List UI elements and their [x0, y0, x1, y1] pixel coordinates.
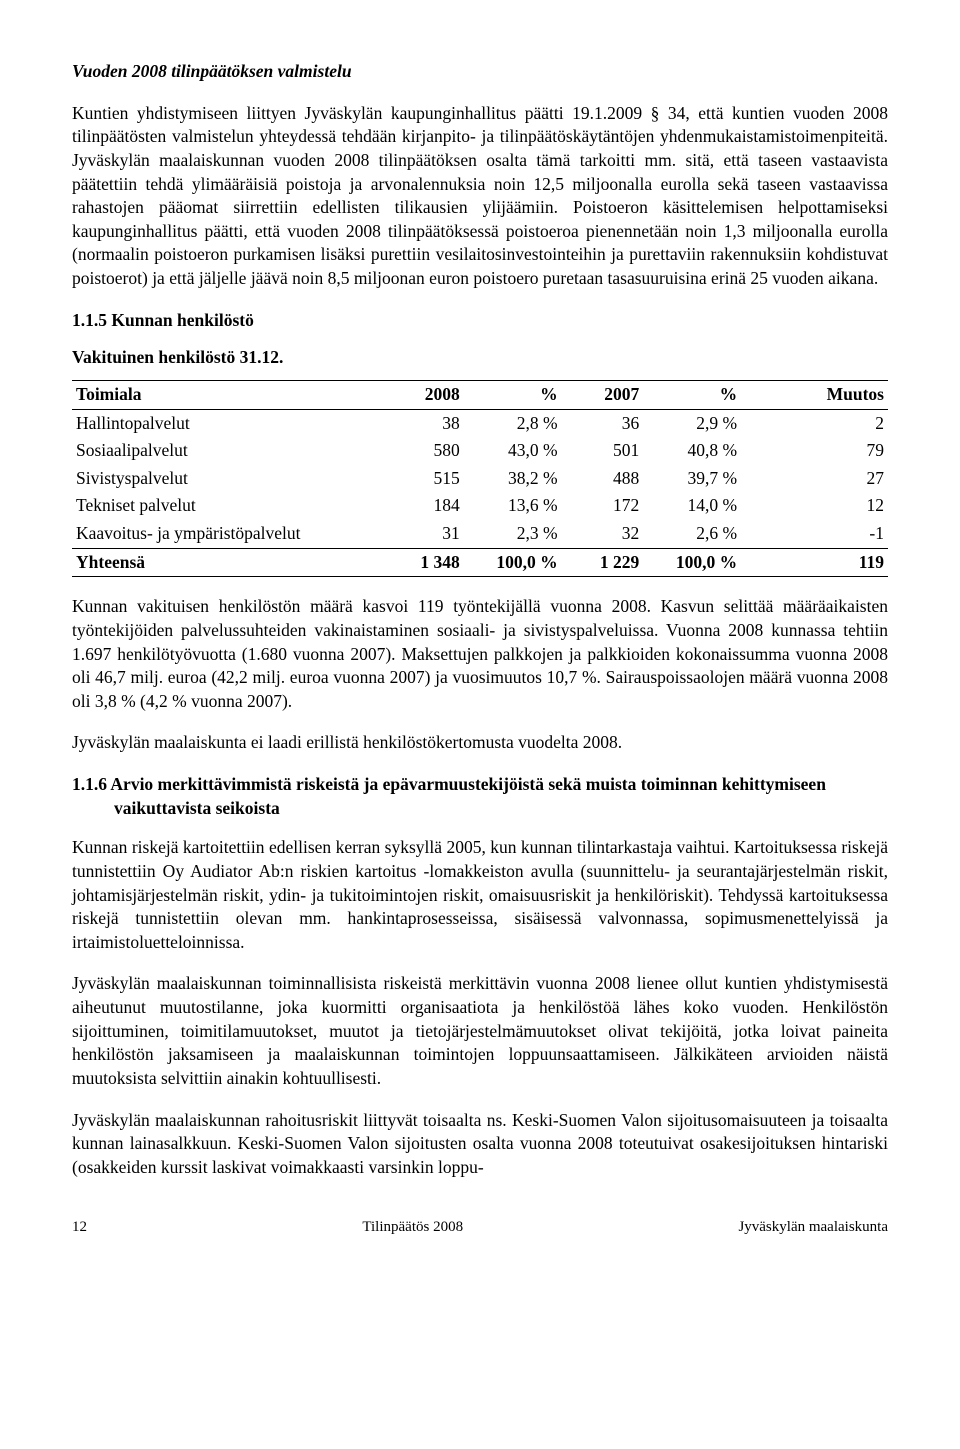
- cell-label: Tekniset palvelut: [72, 492, 382, 520]
- cell: 27: [741, 465, 888, 493]
- cell-label: Sivistyspalvelut: [72, 465, 382, 493]
- cell: 488: [562, 465, 644, 493]
- paragraph: Kunnan vakituisen henkilöstön määrä kasv…: [72, 595, 888, 713]
- cell: 515: [382, 465, 464, 493]
- heading-115: 1.1.5 Kunnan henkilöstö: [72, 309, 888, 333]
- cell: 2,8 %: [464, 409, 562, 437]
- cell: 13,6 %: [464, 492, 562, 520]
- th-pct-2008: %: [464, 380, 562, 409]
- table-total-row: Yhteensä 1 348 100,0 % 1 229 100,0 % 119: [72, 548, 888, 577]
- cell: 501: [562, 437, 644, 465]
- heading-116: 1.1.6 Arvio merkittävimmistä riskeistä j…: [72, 773, 888, 820]
- cell: 43,0 %: [464, 437, 562, 465]
- paragraph: Kuntien yhdistymiseen liittyen Jyväskylä…: [72, 102, 888, 291]
- th-pct-2007: %: [643, 380, 741, 409]
- table-row: Kaavoitus- ja ympäristöpalvelut 31 2,3 %…: [72, 520, 888, 548]
- cell: 31: [382, 520, 464, 548]
- section-title: Vuoden 2008 tilinpäätöksen valmistelu: [72, 60, 888, 84]
- cell: 580: [382, 437, 464, 465]
- table-row: Sosiaalipalvelut 580 43,0 % 501 40,8 % 7…: [72, 437, 888, 465]
- th-toimiala: Toimiala: [72, 380, 382, 409]
- th-muutos: Muutos: [741, 380, 888, 409]
- th-2007: 2007: [562, 380, 644, 409]
- table-row: Hallintopalvelut 38 2,8 % 36 2,9 % 2: [72, 409, 888, 437]
- th-2008: 2008: [382, 380, 464, 409]
- paragraph: Jyväskylän maalaiskunta ei laadi erillis…: [72, 731, 888, 755]
- cell: 38: [382, 409, 464, 437]
- cell: 32: [562, 520, 644, 548]
- table-row: Tekniset palvelut 184 13,6 % 172 14,0 % …: [72, 492, 888, 520]
- cell: 184: [382, 492, 464, 520]
- subheading-staff: Vakituinen henkilöstö 31.12.: [72, 346, 888, 370]
- paragraph: Kunnan riskejä kartoitettiin edellisen k…: [72, 836, 888, 954]
- cell: 100,0 %: [643, 548, 741, 577]
- staff-table: Toimiala 2008 % 2007 % Muutos Hallintopa…: [72, 380, 888, 577]
- footer-right: Jyväskylän maalaiskunta: [738, 1217, 888, 1237]
- cell: 2,3 %: [464, 520, 562, 548]
- cell-label: Yhteensä: [72, 548, 382, 577]
- cell: 1 348: [382, 548, 464, 577]
- cell: 79: [741, 437, 888, 465]
- cell-label: Kaavoitus- ja ympäristöpalvelut: [72, 520, 382, 548]
- cell: 38,2 %: [464, 465, 562, 493]
- cell: 119: [741, 548, 888, 577]
- cell: 172: [562, 492, 644, 520]
- cell: -1: [741, 520, 888, 548]
- cell-label: Sosiaalipalvelut: [72, 437, 382, 465]
- cell: 100,0 %: [464, 548, 562, 577]
- paragraph: Jyväskylän maalaiskunnan toiminnallisist…: [72, 972, 888, 1090]
- cell: 2,6 %: [643, 520, 741, 548]
- table-header-row: Toimiala 2008 % 2007 % Muutos: [72, 380, 888, 409]
- cell: 1 229: [562, 548, 644, 577]
- cell: 2: [741, 409, 888, 437]
- page: Vuoden 2008 tilinpäätöksen valmistelu Ku…: [0, 0, 960, 1278]
- cell-label: Hallintopalvelut: [72, 409, 382, 437]
- paragraph: Jyväskylän maalaiskunnan rahoitusriskit …: [72, 1109, 888, 1180]
- cell: 12: [741, 492, 888, 520]
- footer-page-number: 12: [72, 1217, 87, 1237]
- cell: 14,0 %: [643, 492, 741, 520]
- table-row: Sivistyspalvelut 515 38,2 % 488 39,7 % 2…: [72, 465, 888, 493]
- cell: 2,9 %: [643, 409, 741, 437]
- cell: 40,8 %: [643, 437, 741, 465]
- cell: 39,7 %: [643, 465, 741, 493]
- cell: 36: [562, 409, 644, 437]
- footer-center: Tilinpäätös 2008: [362, 1217, 463, 1237]
- page-footer: 12 Tilinpäätös 2008 Jyväskylän maalaisku…: [72, 1217, 888, 1237]
